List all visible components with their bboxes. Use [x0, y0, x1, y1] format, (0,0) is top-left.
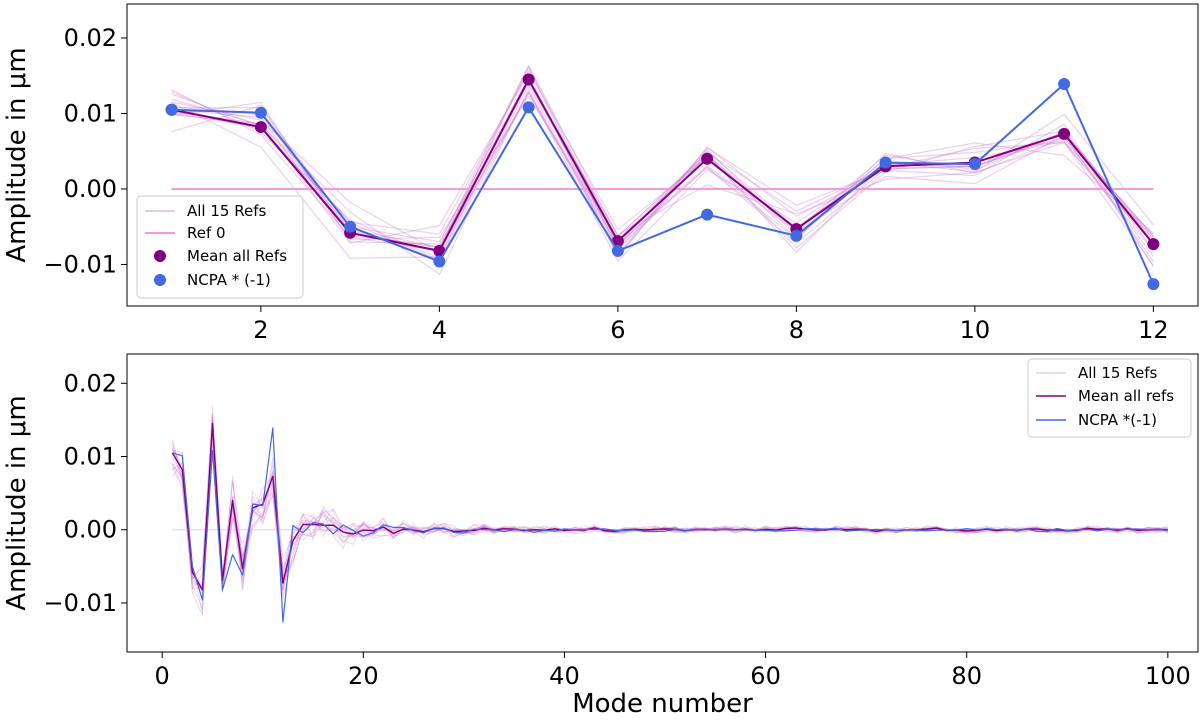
mean-line: [171, 78, 1155, 252]
y-tick-label: 0.02: [64, 24, 117, 52]
reference-line: [171, 78, 1154, 248]
y-axis-label: Amplitude in μm: [2, 47, 32, 262]
ncpa-point: [433, 255, 446, 268]
reference-line: [171, 416, 1168, 593]
x-tick-label: 8: [789, 316, 804, 344]
legend-label: NCPA *(-1): [1078, 411, 1157, 429]
x-tick-label: 2: [253, 316, 268, 344]
reference-line: [171, 72, 1154, 258]
ncpa-point: [1058, 78, 1071, 91]
x-tick-label: 100: [1145, 662, 1191, 690]
reference-line: [171, 91, 1154, 262]
x-tick-label: 12: [1138, 316, 1169, 344]
y-tick-label: 0.02: [64, 369, 117, 397]
legend-label: Mean all Refs: [187, 247, 287, 265]
ncpa-line: [171, 83, 1155, 285]
mean-line: [171, 422, 1168, 591]
reference-line: [171, 67, 1154, 251]
ncpa-point: [1147, 278, 1160, 291]
reference-line: [171, 405, 1168, 589]
ncpa-point: [522, 101, 535, 114]
legend: All 15 Refs Mean all refs NCPA *(-1): [1027, 358, 1192, 438]
x-tick-label: 40: [549, 662, 580, 690]
x-tick-label: 4: [432, 316, 447, 344]
y-tick-label: 0.01: [64, 443, 117, 471]
legend-label: All 15 Refs: [187, 202, 266, 220]
ncpa-point: [165, 103, 178, 116]
x-tick-label: 60: [750, 662, 781, 690]
reference-line: [171, 65, 1154, 263]
legend-label: All 15 Refs: [1078, 364, 1157, 382]
y-axis-label: Amplitude in μm: [2, 395, 32, 610]
legend-label: NCPA * (-1): [187, 271, 271, 289]
legend-label: Mean all refs: [1078, 387, 1174, 405]
x-tick-label: 0: [155, 662, 170, 690]
ncpa-point: [611, 244, 624, 257]
legend-frame: [136, 195, 304, 299]
y-tick-label: 0.00: [64, 175, 117, 203]
reference-line: [171, 79, 1154, 266]
reference-line: [171, 418, 1168, 587]
ncpa-point: [790, 229, 803, 242]
y-tick-label: 0.01: [64, 99, 117, 127]
reference-line: [171, 419, 1168, 594]
mean-point: [254, 121, 267, 134]
mean-point: [611, 235, 624, 248]
mean-point: [1058, 127, 1071, 140]
ncpa-point: [968, 158, 981, 171]
x-tick-label: 6: [610, 316, 625, 344]
reference-line: [171, 92, 1154, 253]
x-tick-label: 10: [960, 316, 991, 344]
legend-swatch: [154, 250, 166, 262]
legend-swatch: [154, 274, 166, 286]
reference-line: [171, 81, 1154, 248]
reference-line: [171, 425, 1168, 591]
mean-point: [522, 73, 535, 86]
mean-point: [701, 152, 714, 165]
y-tick-label: −0.01: [43, 250, 117, 278]
top-chart-panel: −0.01 0.00 0.01 0.02 2 4 6 8 10 12 Amplitude in μm…: [2, 3, 1199, 344]
reference-line: [171, 412, 1168, 584]
x-tick-label: 20: [348, 662, 379, 690]
plot-frame: [126, 3, 1199, 307]
y-tick-label: −0.01: [43, 589, 117, 617]
ncpa-point: [879, 156, 892, 169]
ncpa-point: [701, 208, 714, 221]
reference-line: [171, 95, 1154, 240]
bottom-chart-panel: −0.01 0.00 0.01 0.02 0 20 40 60 80 100 Amplitude i…: [2, 353, 1199, 719]
reference-line: [171, 64, 1154, 253]
reference-line: [171, 84, 1154, 268]
plot-frame: [126, 353, 1199, 653]
ncpa-point: [254, 106, 267, 119]
reference-line: [171, 91, 1154, 261]
reference-line: [172, 430, 1168, 610]
ncpa-point: [344, 220, 357, 233]
mean-point: [433, 244, 446, 257]
x-tick-label: 80: [951, 662, 982, 690]
reference-line: [171, 77, 1154, 252]
reference-line: [171, 88, 1154, 275]
legend-label: Ref 0: [187, 224, 226, 242]
legend-frame: [1027, 358, 1192, 438]
y-tick-label: 0.00: [64, 516, 117, 544]
x-axis-label: Mode number: [572, 689, 753, 719]
legend: All 15 Refs Ref 0 Mean all Refs NCPA * (-1): [136, 195, 304, 299]
reference-line: [171, 416, 1168, 592]
reference-line: [171, 421, 1168, 596]
mean-point: [1147, 238, 1160, 251]
ncpa-line: [172, 427, 1168, 623]
